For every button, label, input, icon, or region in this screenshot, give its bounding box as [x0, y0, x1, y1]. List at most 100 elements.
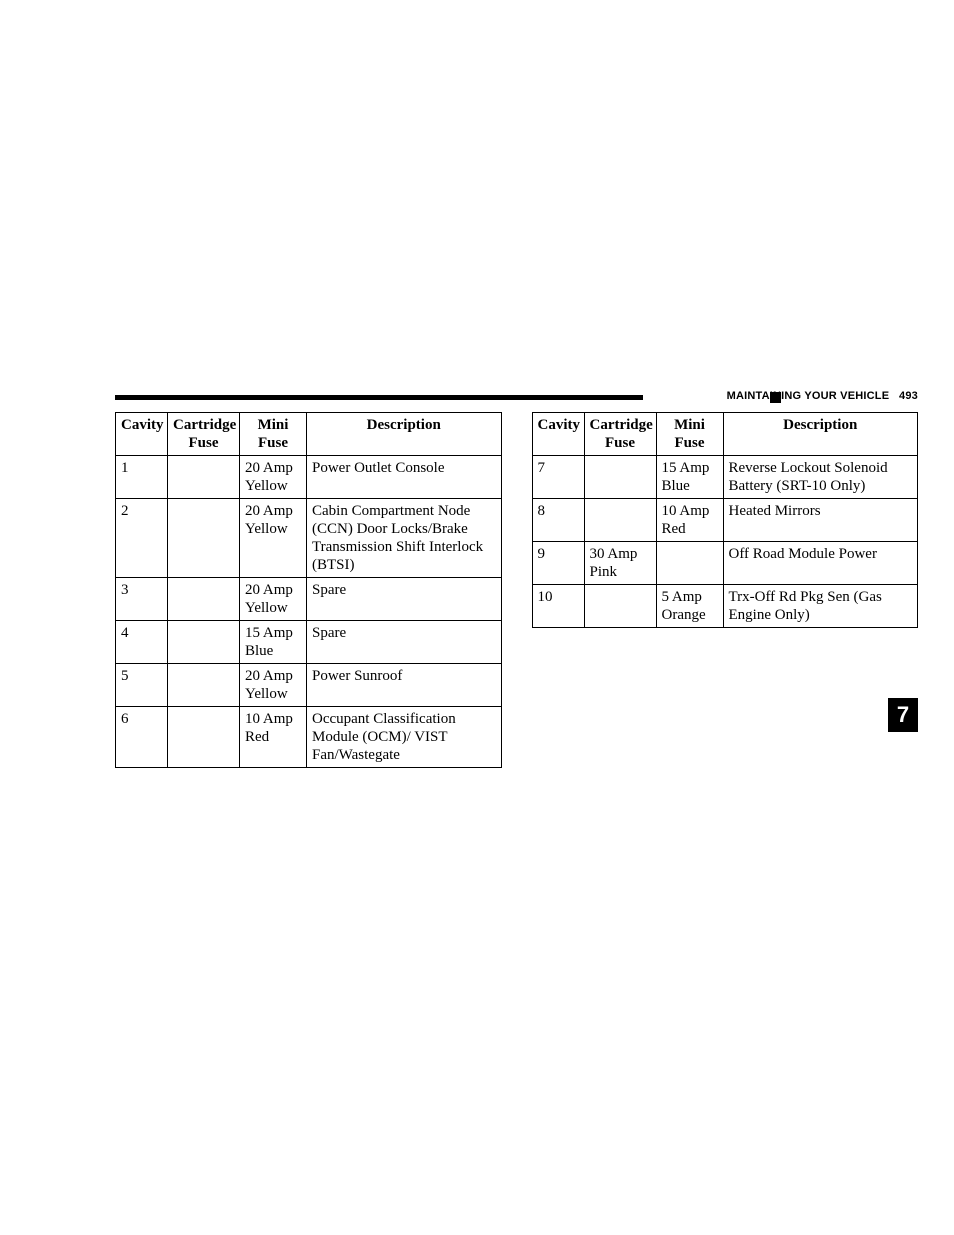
cell-cavity: 9: [532, 542, 584, 585]
cell-mini-l2: Blue: [245, 643, 273, 659]
cell-mini-l2: Yellow: [245, 686, 288, 702]
cell-cartridge-l1: 30 Amp: [590, 546, 638, 562]
fuse-table-left: Cavity Cartridge Fuse Mini Fuse Descriptio…: [115, 412, 502, 768]
col-header-cartridge-l2: Fuse: [189, 435, 219, 451]
cell-mini-l2: Yellow: [245, 521, 288, 537]
cell-mini-l1: 15 Amp: [662, 460, 710, 476]
cell-mini: 20 Amp Yellow: [240, 499, 307, 578]
cell-cartridge: 30 Amp Pink: [584, 542, 656, 585]
col-header-cartridge-l2: Fuse: [605, 435, 635, 451]
cell-mini-l2: Red: [662, 521, 686, 537]
table-row: 5 20 Amp Yellow Power Sunroof: [116, 664, 502, 707]
col-header-description: Description: [307, 413, 502, 456]
cell-mini-l1: 20 Amp: [245, 460, 293, 476]
cell-mini: [656, 542, 723, 585]
cell-mini-l1: 20 Amp: [245, 503, 293, 519]
cell-mini-l1: 20 Amp: [245, 582, 293, 598]
cell-desc: Spare: [307, 621, 502, 664]
cell-mini: 10 Amp Red: [240, 707, 307, 768]
cell-cartridge: [584, 456, 656, 499]
cell-cavity: 4: [116, 621, 168, 664]
cell-desc: Power Sunroof: [307, 664, 502, 707]
cell-mini: 20 Amp Yellow: [240, 664, 307, 707]
cell-cavity: 3: [116, 578, 168, 621]
table-row: 3 20 Amp Yellow Spare: [116, 578, 502, 621]
page: MAINTAINING YOUR VEHICLE 493 Cavity Cart…: [0, 0, 954, 1235]
cell-cavity: 2: [116, 499, 168, 578]
col-header-cavity: Cavity: [532, 413, 584, 456]
cell-mini: 20 Amp Yellow: [240, 578, 307, 621]
header-rule-left: [115, 395, 643, 400]
cell-cartridge: [168, 456, 240, 499]
right-column: Cavity Cartridge Fuse Mini Fuse Descriptio…: [532, 412, 919, 768]
cell-mini: 20 Amp Yellow: [240, 456, 307, 499]
cell-mini: 10 Amp Red: [656, 499, 723, 542]
content-area: Cavity Cartridge Fuse Mini Fuse Descriptio…: [115, 412, 918, 768]
table-header-row: Cavity Cartridge Fuse Mini Fuse Descriptio…: [532, 413, 918, 456]
fuse-table-right: Cavity Cartridge Fuse Mini Fuse Descriptio…: [532, 412, 919, 628]
table-row: 6 10 Amp Red Occupant Classification Modu…: [116, 707, 502, 768]
cell-desc: Trx-Off Rd Pkg Sen (Gas Engine Only): [723, 585, 918, 628]
cell-cavity: 5: [116, 664, 168, 707]
col-header-mini-l2: Fuse: [675, 435, 705, 451]
table-row: 7 15 Amp Blue Reverse Lockout Solenoid Ba…: [532, 456, 918, 499]
cell-cartridge: [584, 585, 656, 628]
header-title: MAINTAINING YOUR VEHICLE: [727, 390, 890, 402]
col-header-cavity: Cavity: [116, 413, 168, 456]
col-header-mini: Mini Fuse: [656, 413, 723, 456]
col-header-mini-l1: Mini: [258, 417, 289, 433]
cell-cavity: 1: [116, 456, 168, 499]
cell-mini-l2: Yellow: [245, 478, 288, 494]
col-header-mini: Mini Fuse: [240, 413, 307, 456]
cell-desc: Power Outlet Console: [307, 456, 502, 499]
cell-mini-l2: Red: [245, 729, 269, 745]
cell-desc: Off Road Module Power: [723, 542, 918, 585]
cell-mini-l2: Yellow: [245, 600, 288, 616]
cell-cavity: 8: [532, 499, 584, 542]
cell-cavity: 6: [116, 707, 168, 768]
col-header-mini-l1: Mini: [674, 417, 705, 433]
cell-desc: Occupant Classification Module (OCM)/ VI…: [307, 707, 502, 768]
table-row: 10 5 Amp Orange Trx-Off Rd Pkg Sen (Gas E…: [532, 585, 918, 628]
cell-mini-l1: 10 Amp: [245, 711, 293, 727]
cell-desc: Reverse Lockout Solenoid Battery (SRT-10…: [723, 456, 918, 499]
cell-cartridge: [168, 621, 240, 664]
cell-mini-l1: 20 Amp: [245, 668, 293, 684]
table-row: 4 15 Amp Blue Spare: [116, 621, 502, 664]
cell-mini-l1: 15 Amp: [245, 625, 293, 641]
cell-cartridge: [584, 499, 656, 542]
cell-mini-l2: Orange: [662, 607, 706, 623]
table-row: 1 20 Amp Yellow Power Outlet Console: [116, 456, 502, 499]
col-header-cartridge-l1: Cartridge: [173, 417, 236, 433]
left-column: Cavity Cartridge Fuse Mini Fuse Descriptio…: [115, 412, 502, 768]
cell-cavity: 10: [532, 585, 584, 628]
section-tab: 7: [888, 698, 918, 732]
cell-mini: 15 Amp Blue: [240, 621, 307, 664]
col-header-description: Description: [723, 413, 918, 456]
cell-desc: Cabin Compartment Node (CCN) Door Locks/…: [307, 499, 502, 578]
cell-cartridge: [168, 707, 240, 768]
col-header-mini-l2: Fuse: [258, 435, 288, 451]
page-header: MAINTAINING YOUR VEHICLE 493: [115, 392, 918, 406]
cell-cartridge: [168, 499, 240, 578]
cell-desc: Heated Mirrors: [723, 499, 918, 542]
cell-cartridge: [168, 664, 240, 707]
table-row: 2 20 Amp Yellow Cabin Compartment Node (C…: [116, 499, 502, 578]
header-text: MAINTAINING YOUR VEHICLE 493: [727, 390, 918, 402]
table-header-row: Cavity Cartridge Fuse Mini Fuse Descriptio…: [116, 413, 502, 456]
cell-mini: 15 Amp Blue: [656, 456, 723, 499]
cell-cartridge: [168, 578, 240, 621]
table-row: 8 10 Amp Red Heated Mirrors: [532, 499, 918, 542]
cell-cavity: 7: [532, 456, 584, 499]
cell-mini-l1: 10 Amp: [662, 503, 710, 519]
cell-cartridge-l2: Pink: [590, 564, 618, 580]
col-header-cartridge: Cartridge Fuse: [168, 413, 240, 456]
table-row: 9 30 Amp Pink Off Road Module Power: [532, 542, 918, 585]
cell-mini-l1: 5 Amp: [662, 589, 702, 605]
col-header-cartridge-l1: Cartridge: [590, 417, 653, 433]
page-number: 493: [899, 390, 918, 402]
cell-mini: 5 Amp Orange: [656, 585, 723, 628]
cell-mini-l2: Blue: [662, 478, 690, 494]
col-header-cartridge: Cartridge Fuse: [584, 413, 656, 456]
cell-desc: Spare: [307, 578, 502, 621]
